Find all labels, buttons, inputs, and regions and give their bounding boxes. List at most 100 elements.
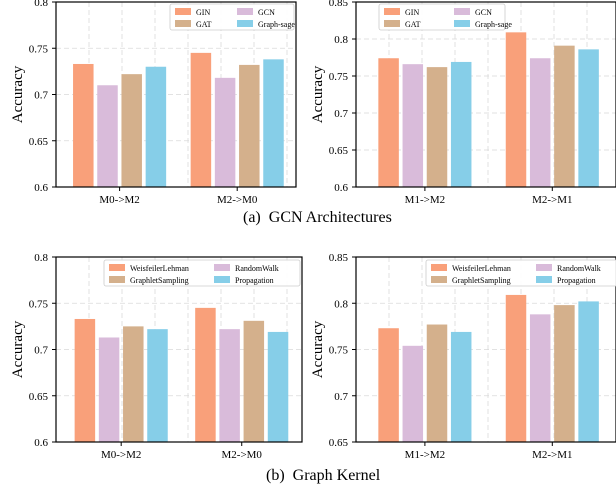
bar	[243, 320, 265, 442]
x-tick-label: M1->M2	[405, 449, 445, 461]
y-tick-label: 0.7	[34, 90, 48, 102]
y-tick-label: 0.65	[29, 391, 49, 403]
legend-label: GAT	[405, 20, 421, 29]
y-tick-label: 0.8	[334, 34, 348, 46]
legend-swatch	[454, 20, 470, 27]
x-tick-label: M2->M1	[532, 194, 572, 206]
legend: WeisfeilerLehman RandomWalk GraphletSampli…	[103, 259, 301, 287]
y-tick-label: 0.7	[334, 108, 348, 120]
y-tick-label: 0.65	[329, 145, 349, 157]
bar	[426, 67, 448, 187]
chart-panel-4: 0.65 0.7 0.75 0.8 0.85 M1->M2 M2->M1 Accuracy We…	[310, 252, 616, 461]
legend-swatch	[431, 276, 447, 283]
legend-box	[425, 259, 616, 287]
legend-swatch	[109, 264, 125, 271]
y-tick-label: 0.6	[34, 182, 48, 194]
legend-swatch	[109, 276, 125, 283]
bar	[505, 294, 527, 442]
legend: WeisfeilerLehman RandomWalk GraphletSampli…	[425, 259, 616, 287]
y-tick-label: 0.6	[34, 437, 48, 449]
bar	[97, 85, 118, 187]
bar	[578, 301, 599, 442]
caption-a: (a) GCN Architectures	[243, 209, 392, 226]
chart-panel-1: 0.6 0.65 0.7 0.75 0.8 M0->M2 M2->M0 Accuracy GIN…	[10, 0, 297, 206]
x-tick-label: M1->M2	[405, 194, 445, 206]
bar	[121, 74, 142, 187]
y-tick-label: 0.7	[34, 345, 48, 357]
bar	[529, 58, 551, 187]
legend-label: GAT	[196, 20, 212, 29]
bar	[378, 58, 399, 187]
legend-swatch	[536, 264, 552, 271]
legend-box	[378, 3, 506, 31]
y-tick-label: 0.7	[334, 391, 348, 403]
bar	[214, 77, 236, 187]
y-tick-label: 0.65	[29, 136, 49, 148]
legend-label: Propagation	[557, 276, 596, 285]
y-axis-label: Accuracy	[310, 320, 326, 378]
bar	[239, 64, 260, 187]
legend-swatch	[431, 264, 447, 271]
legend: GIN GCN GAT Graph-sage	[378, 3, 512, 31]
legend-swatch	[175, 20, 191, 27]
y-axis-label: Accuracy	[10, 320, 26, 378]
chart-panel-2: 0.6 0.65 0.7 0.75 0.8 0.85 M1->M2 M2->M1 Accurac…	[310, 0, 616, 206]
bar	[578, 49, 599, 187]
bar	[450, 331, 472, 442]
legend-swatch	[214, 276, 230, 283]
legend: GIN GCN GAT Graph-sage	[169, 3, 295, 31]
legend-swatch	[384, 8, 400, 15]
bar	[450, 61, 472, 187]
y-tick-label: 0.75	[329, 345, 349, 357]
legend-label: GraphletSampling	[130, 276, 189, 285]
bar	[195, 307, 216, 442]
y-axis-label: Accuracy	[10, 65, 26, 123]
legend-label: GIN	[196, 8, 210, 17]
legend-label: Graph-sage	[258, 20, 295, 29]
legend-label: GIN	[405, 8, 419, 17]
bar	[402, 345, 424, 442]
legend-label: WeisfeilerLehman	[452, 264, 511, 273]
bar	[554, 45, 575, 187]
legend-swatch	[384, 20, 400, 27]
y-tick-label: 0.75	[29, 298, 49, 310]
legend-swatch	[237, 8, 253, 15]
bar	[402, 64, 424, 187]
legend-label: RandomWalk	[235, 264, 279, 273]
legend-box	[103, 259, 301, 287]
x-tick-label: M2->M1	[532, 449, 572, 461]
y-tick-label: 0.8	[34, 0, 48, 9]
bar	[98, 337, 120, 442]
bar	[147, 329, 168, 442]
bar	[426, 324, 448, 442]
legend-label: GCN	[258, 8, 275, 17]
x-tick-label: M2->M0	[217, 194, 258, 206]
y-tick-label: 0.75	[29, 43, 49, 55]
bar	[219, 329, 240, 442]
bar	[73, 63, 94, 187]
legend-label: RandomWalk	[557, 264, 601, 273]
legend-label: Propagation	[235, 276, 274, 285]
bar	[554, 305, 575, 442]
bar	[190, 52, 212, 187]
bar	[263, 59, 284, 187]
y-tick-label: 0.6	[334, 182, 348, 194]
legend-swatch	[454, 8, 470, 15]
y-tick-label: 0.8	[34, 252, 48, 264]
chart-panel-3: 0.6 0.65 0.7 0.75 0.8 M0->M2 M2->M0 Accuracy Wei…	[10, 252, 303, 461]
plot-frame	[355, 1, 616, 188]
bar	[74, 318, 96, 442]
bar	[145, 66, 167, 187]
bar	[529, 314, 551, 442]
caption-b: (b) Graph Kernel	[266, 467, 381, 484]
legend-label: GCN	[475, 8, 492, 17]
y-tick-label: 0.85	[329, 0, 349, 9]
legend-swatch	[214, 264, 230, 271]
y-tick-label: 0.75	[329, 71, 349, 83]
bar	[505, 32, 527, 188]
bar	[123, 326, 144, 442]
x-tick-label: M0->M2	[101, 449, 141, 461]
legend-swatch	[237, 20, 253, 27]
legend-label: WeisfeilerLehman	[130, 264, 189, 273]
